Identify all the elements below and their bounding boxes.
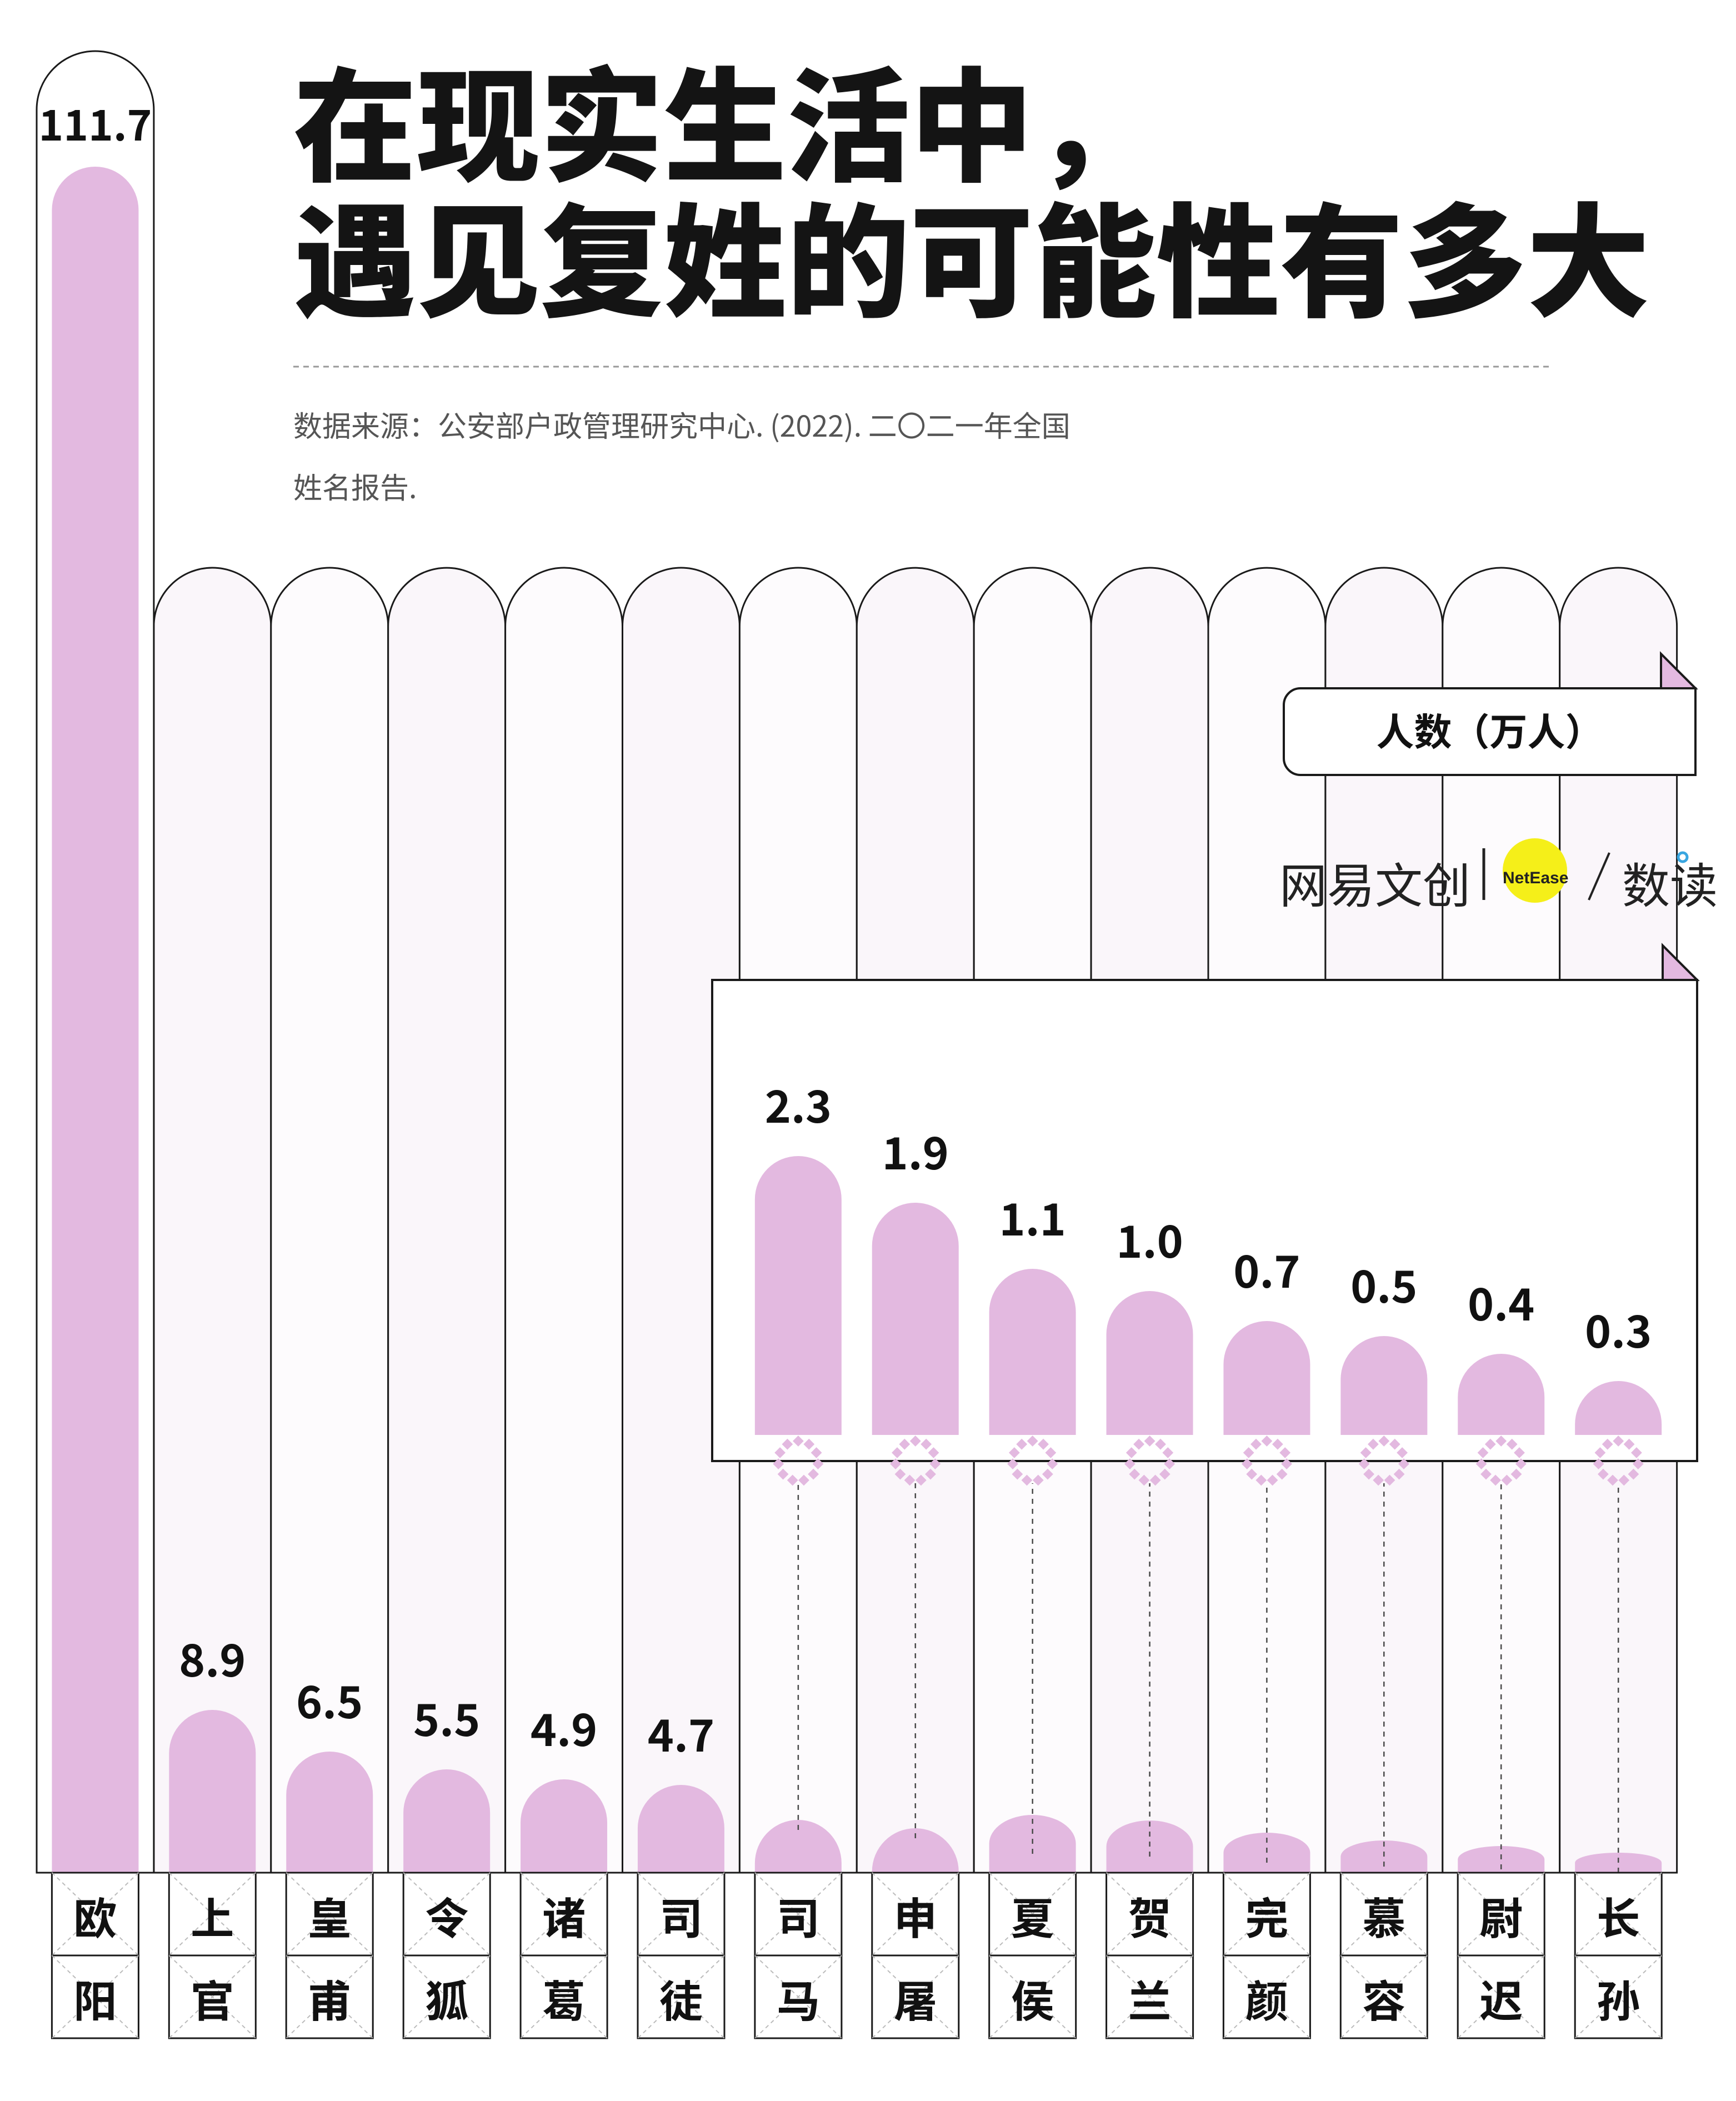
svg-text:遇见复姓的可能性有多大: 遇见复姓的可能性有多大 xyxy=(293,163,1650,342)
svg-text:马: 马 xyxy=(777,1967,820,2029)
svg-text:1.1: 1.1 xyxy=(999,1184,1065,1249)
svg-text:0.7: 0.7 xyxy=(1233,1237,1300,1301)
svg-text:欧: 欧 xyxy=(73,1884,117,1947)
svg-text:屠: 屠 xyxy=(894,1967,937,2029)
svg-text:司: 司 xyxy=(659,1884,703,1947)
svg-text:徒: 徒 xyxy=(659,1967,703,2029)
svg-text:8.9: 8.9 xyxy=(179,1625,246,1690)
svg-text:葛: 葛 xyxy=(542,1967,586,2029)
svg-text:侯: 侯 xyxy=(1011,1967,1054,2029)
svg-text:1.9: 1.9 xyxy=(882,1118,949,1183)
svg-text:0.4: 0.4 xyxy=(1468,1269,1534,1334)
svg-text:阳: 阳 xyxy=(73,1967,117,2029)
svg-text:容: 容 xyxy=(1362,1967,1405,2029)
svg-text:网易文创: 网易文创 xyxy=(1279,847,1470,917)
svg-text:4.9: 4.9 xyxy=(531,1695,597,1759)
svg-text:完: 完 xyxy=(1245,1884,1288,1947)
svg-text:官: 官 xyxy=(191,1967,234,2029)
svg-text:2.3: 2.3 xyxy=(765,1072,832,1136)
svg-text:尉: 尉 xyxy=(1479,1884,1523,1947)
svg-text:司: 司 xyxy=(777,1884,820,1947)
svg-text:111.7: 111.7 xyxy=(38,92,152,153)
svg-text:数读: 数读 xyxy=(1622,847,1718,917)
svg-text:皇: 皇 xyxy=(308,1884,351,1947)
svg-text:4.7: 4.7 xyxy=(648,1700,714,1765)
svg-text:申: 申 xyxy=(894,1884,937,1947)
svg-text:孙: 孙 xyxy=(1597,1967,1640,2029)
svg-text:贺: 贺 xyxy=(1128,1884,1172,1947)
svg-text:NetEase: NetEase xyxy=(1503,869,1568,887)
svg-text:姓名报告.: 姓名报告. xyxy=(293,465,417,507)
svg-text:迟: 迟 xyxy=(1479,1967,1523,2029)
svg-text:数据来源：公安部户政管理研究中心. (2022). 二〇二一: 数据来源：公安部户政管理研究中心. (2022). 二〇二一年全国 xyxy=(293,403,1070,445)
svg-text:狐: 狐 xyxy=(425,1967,468,2029)
svg-text:0.3: 0.3 xyxy=(1585,1297,1652,1361)
svg-text:5.5: 5.5 xyxy=(413,1685,480,1749)
svg-text:人数（万人）: 人数（万人） xyxy=(1376,702,1603,757)
svg-text:0.5: 0.5 xyxy=(1350,1252,1417,1316)
svg-text:令: 令 xyxy=(425,1884,468,1947)
svg-text:6.5: 6.5 xyxy=(296,1667,363,1732)
svg-text:慕: 慕 xyxy=(1362,1884,1405,1947)
svg-text:兰: 兰 xyxy=(1128,1967,1172,2029)
svg-text:颜: 颜 xyxy=(1245,1967,1288,2029)
svg-text:诸: 诸 xyxy=(542,1884,586,1947)
svg-text:上: 上 xyxy=(191,1884,234,1947)
svg-text:夏: 夏 xyxy=(1011,1884,1054,1947)
svg-text:甫: 甫 xyxy=(308,1967,351,2029)
svg-text:1.0: 1.0 xyxy=(1116,1207,1183,1271)
svg-text:长: 长 xyxy=(1597,1884,1640,1947)
